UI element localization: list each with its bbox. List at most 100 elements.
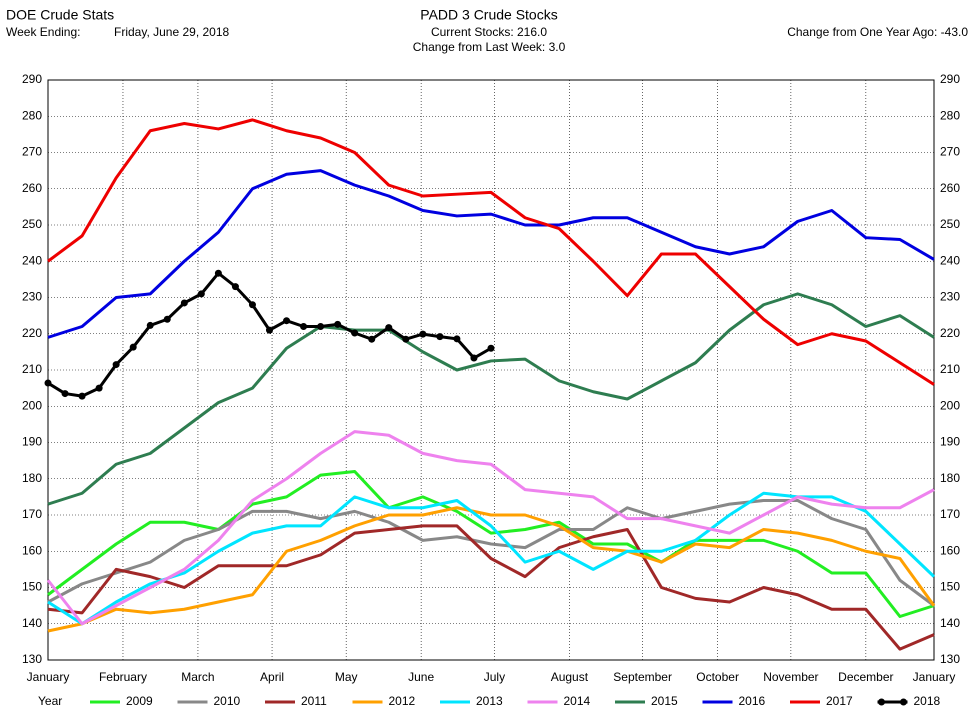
y2-tick-label: 220 [940,326,960,340]
x-tick-label: December [838,670,893,684]
legend-label: 2017 [826,694,853,708]
x-tick-label: March [181,670,214,684]
y-tick-label: 210 [22,362,42,376]
y2-tick-label: 160 [940,543,960,557]
y-tick-label: 250 [22,217,42,231]
point [214,269,222,277]
y2-tick-label: 190 [940,435,960,449]
y-tick-label: 230 [22,290,42,304]
x-tick-label: January [27,670,70,684]
point [334,320,342,328]
point [163,315,171,323]
change-week: Change from Last Week: 3.0 [413,40,566,54]
x-tick-label: November [763,670,818,684]
y2-tick-label: 260 [940,181,960,195]
y2-tick-label: 130 [940,652,960,666]
y2-tick-label: 280 [940,108,960,122]
series-line [47,292,935,506]
legend-label: 2014 [564,694,591,708]
y-tick-label: 200 [22,398,42,412]
y-tick-label: 220 [22,326,42,340]
y-tick-label: 180 [22,471,42,485]
y-tick-label: 170 [22,507,42,521]
point [146,321,154,329]
point [351,329,359,337]
point [95,384,103,392]
y2-tick-label: 270 [940,145,960,159]
point [231,283,239,291]
y-tick-label: 260 [22,181,42,195]
y-tick-label: 130 [22,652,42,666]
legend-marker [900,698,907,706]
legend-title: Year [38,694,62,708]
point [368,335,376,343]
point [129,343,137,351]
point [61,390,69,398]
y-tick-label: 290 [22,72,42,86]
series-line [47,470,935,618]
y-tick-label: 140 [22,616,42,630]
y2-tick-label: 210 [940,362,960,376]
point [487,344,495,352]
week-date: Friday, June 29, 2018 [114,25,230,39]
point [283,317,291,325]
x-tick-label: July [484,670,505,684]
series-line [47,118,935,386]
y2-tick-label: 200 [940,398,960,412]
y2-tick-label: 290 [940,72,960,86]
y2-tick-label: 240 [940,253,960,267]
x-tick-label: May [335,670,358,684]
point [317,323,325,330]
chart-title: DOE Crude Stats [6,7,114,23]
point [453,335,461,343]
y2-tick-label: 230 [940,290,960,304]
legend-marker [878,698,885,706]
legend-label: 2016 [739,694,766,708]
point [197,290,205,298]
legend-label: 2012 [389,694,416,708]
x-tick-label: September [613,670,672,684]
x-tick-label: August [551,670,589,684]
y-tick-label: 160 [22,543,42,557]
y2-tick-label: 170 [940,507,960,521]
point [470,354,478,362]
x-tick-label: January [913,670,956,684]
week-label: Week Ending: [6,25,81,39]
point [436,333,444,341]
point [44,379,52,387]
point [248,301,256,309]
legend-label: 2010 [214,694,241,708]
series-line [47,524,935,651]
series-line [46,430,935,626]
subtitle: PADD 3 Crude Stocks [420,7,557,23]
series-line [47,491,936,626]
y2-tick-label: 140 [940,616,960,630]
change-year: Change from One Year Ago: -43.0 [787,25,968,39]
series-line [47,499,935,607]
point [402,335,410,343]
point [385,324,393,332]
y-tick-label: 270 [22,145,42,159]
current-stocks: Current Stocks: 216.0 [431,25,547,39]
x-tick-label: June [408,670,434,684]
point [112,361,120,369]
y-tick-label: 280 [22,108,42,122]
legend-label: 2018 [914,694,941,708]
y2-tick-label: 180 [940,471,960,485]
point [266,326,273,334]
y-tick-label: 240 [22,253,42,267]
series-line [47,169,935,339]
legend-label: 2013 [476,694,503,708]
point [78,392,86,400]
y2-tick-label: 150 [940,580,960,594]
y2-tick-label: 250 [940,217,960,231]
series-line [47,506,936,633]
point [300,323,308,330]
x-tick-label: April [260,670,284,684]
point [180,299,188,307]
legend-label: 2011 [301,694,327,708]
x-tick-label: February [99,670,147,684]
legend-label: 2009 [126,694,153,708]
x-tick-label: October [696,670,739,684]
